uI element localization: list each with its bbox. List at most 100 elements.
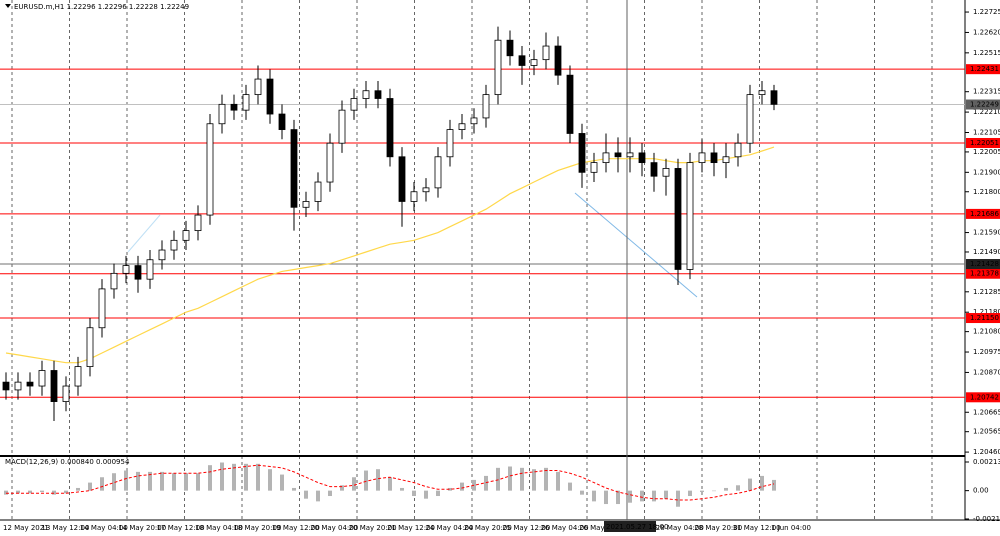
trend-line [574, 192, 698, 298]
candle-body [146, 259, 154, 280]
macd-bar [124, 470, 128, 491]
x-tick-label: 14 May 20:00 [118, 524, 166, 532]
candle-body [542, 45, 550, 61]
macd-bar [712, 490, 716, 492]
candle-body [554, 45, 562, 76]
macd-bar [280, 474, 284, 491]
candle-body [194, 214, 202, 232]
level-box [966, 313, 1000, 324]
macd-bar [412, 490, 416, 497]
macd-bar [52, 490, 56, 495]
macd-bar [376, 469, 380, 491]
y-tick-label: 1.20870 [973, 368, 1000, 376]
macd-bar [256, 463, 260, 491]
macd-bar [100, 477, 104, 491]
crosshair-time-box [604, 521, 656, 532]
macd-bar [292, 487, 296, 491]
macd-tick-label: 0.002137 [973, 458, 1000, 466]
candle-body [350, 98, 358, 111]
candle-body [650, 162, 658, 177]
candle-body [578, 133, 586, 173]
x-tick-label: 18 May 04:00 [195, 524, 243, 532]
candle-body [530, 59, 538, 66]
candle-body [638, 152, 646, 164]
candle-body [338, 109, 346, 144]
y-tick-label: 1.20975 [973, 348, 1000, 356]
macd-title: MACD(12,26,9) 0.000840 0.000954 [5, 458, 130, 466]
x-tick-label: 12 May 2021 [3, 524, 49, 532]
macd-bar [28, 490, 32, 494]
candle-body [614, 152, 622, 158]
candle-body [734, 142, 742, 158]
candle-body [386, 98, 394, 158]
macd-bar [568, 482, 572, 491]
candle-body [254, 78, 262, 96]
candle-body [74, 366, 82, 387]
candle-body [398, 156, 406, 202]
macd-bar [736, 485, 740, 491]
y-tick-label: 1.20565 [973, 428, 1000, 436]
crosshair-price-label: 1.21428 [970, 260, 999, 268]
macd-bar [664, 490, 668, 499]
trend-line [127, 214, 161, 253]
candle-body [62, 385, 70, 402]
candle-body [170, 239, 178, 251]
x-tick-label: 28 May 04:00 [656, 524, 704, 532]
x-tick-label: 26 May 20:00 [579, 524, 627, 532]
level-box [966, 208, 1000, 219]
macd-bar [4, 490, 8, 495]
y-tick-label: 1.22005 [973, 148, 1000, 156]
macd-bar [64, 490, 68, 494]
candle-body [50, 370, 58, 402]
macd-bar [544, 467, 548, 491]
macd-bar [112, 473, 116, 491]
level-label: 1.22051 [970, 139, 999, 147]
macd-bar [88, 482, 92, 491]
candle-body [362, 90, 370, 99]
candle-body [746, 94, 754, 144]
x-tick-label: 1 Jun 04:00 [771, 524, 811, 532]
macd-bar [748, 478, 752, 491]
candle-body [134, 265, 142, 280]
macd-bar [136, 471, 140, 491]
macd-bar [268, 469, 272, 491]
x-tick-label: 19 May 12:00 [272, 524, 320, 532]
macd-bar [220, 462, 224, 491]
macd-bar [508, 466, 512, 491]
macd-bar [676, 490, 680, 507]
candle-body [86, 327, 94, 368]
candle-body [494, 39, 502, 96]
chart-title: EURUSD.m,H1 1.22296 1.22296 1.22228 1.22… [14, 3, 189, 11]
x-tick-label: 24 May 04:00 [425, 524, 473, 532]
x-tick-label: 20 May 04:00 [310, 524, 358, 532]
level-box [966, 268, 1000, 279]
candle-body [446, 129, 454, 158]
macd-bar [628, 490, 632, 503]
macd-bar [724, 487, 728, 491]
y-tick-label: 1.21080 [973, 328, 1000, 336]
macd-tick-label: -0.002113 [973, 515, 1000, 523]
x-tick-label: 20 May 20:00 [349, 524, 397, 532]
candle-body [98, 288, 106, 329]
candle-body [626, 152, 634, 158]
y-tick-label: 1.22105 [973, 128, 1000, 136]
moving-average [5, 146, 775, 364]
macd-bar [556, 471, 560, 491]
macd-bar [460, 482, 464, 491]
x-tick-label: 17 May 12:00 [157, 524, 205, 532]
macd-bar [328, 490, 332, 497]
macd-bar [640, 490, 644, 502]
x-tick-label: 26 May 04:00 [541, 524, 589, 532]
candle-body [326, 142, 334, 183]
current-price-label: 1.22249 [970, 101, 999, 109]
macd-bar [616, 490, 620, 505]
macd-bar [304, 490, 308, 499]
candle-body [410, 191, 418, 202]
candle-body [158, 249, 166, 261]
macd-bar [244, 463, 248, 491]
macd-bar [364, 470, 368, 491]
candle-body [314, 181, 322, 202]
macd-bar [700, 490, 704, 492]
y-tick-label: 1.20460 [973, 448, 1000, 456]
